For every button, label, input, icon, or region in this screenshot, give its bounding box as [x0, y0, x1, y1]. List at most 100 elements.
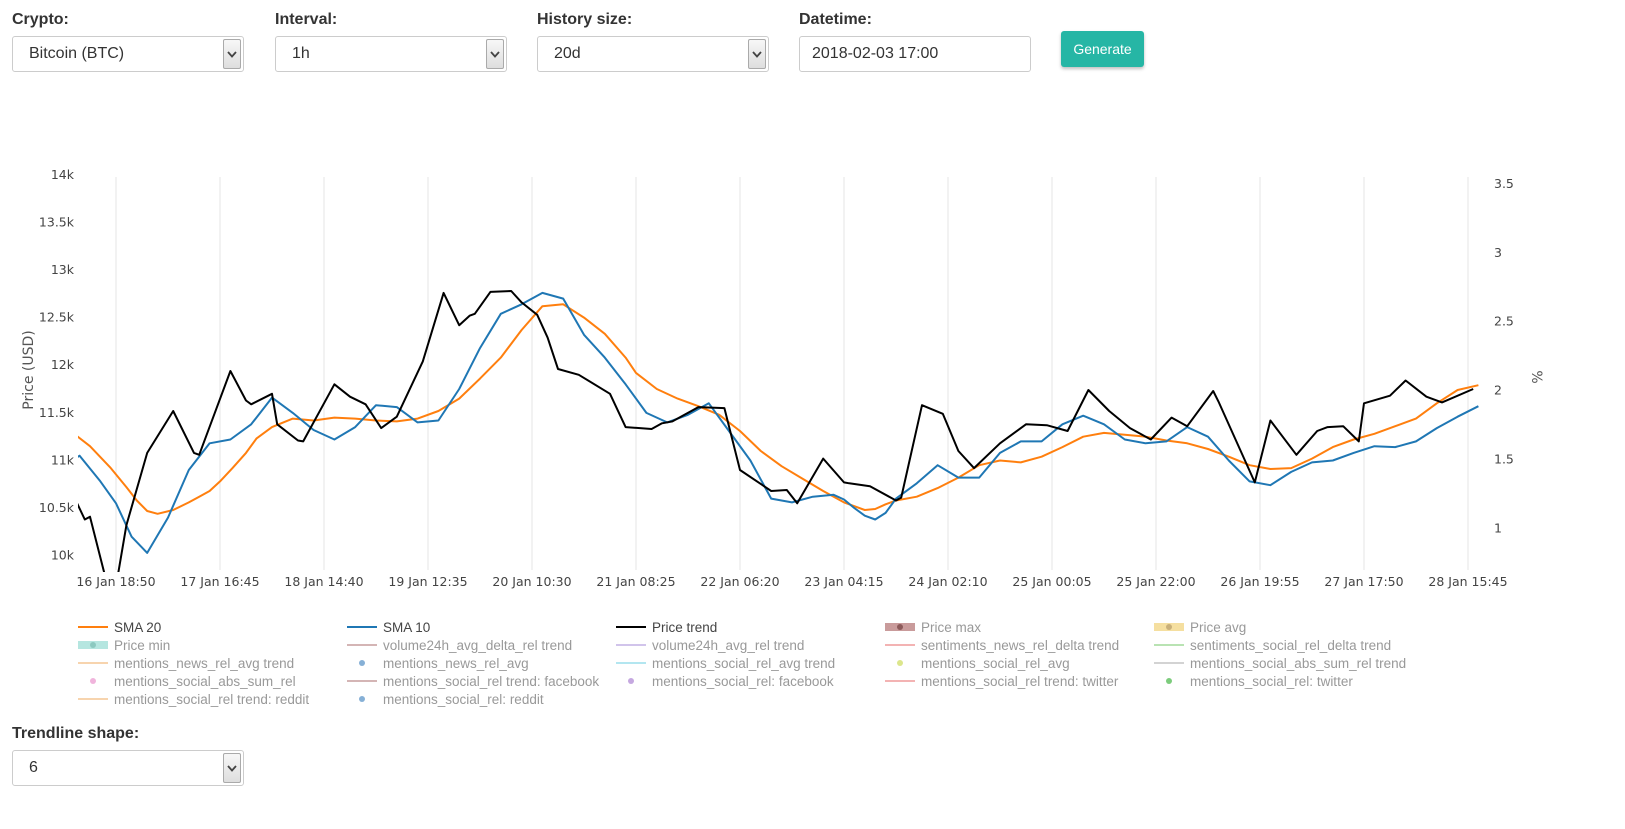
legend-item[interactable]: Price trend	[616, 618, 717, 636]
interval-control: Interval: 1h	[275, 10, 507, 72]
legend-label: mentions_news_rel_avg trend	[114, 655, 295, 671]
legend-swatch	[78, 672, 108, 690]
chevron-down-icon[interactable]	[223, 753, 241, 783]
interval-select[interactable]: 1h	[275, 36, 507, 72]
legend-label: SMA 20	[114, 619, 162, 635]
trendline-select[interactable]: 6	[12, 750, 244, 786]
price-trend-line[interactable]	[0, 290, 1474, 599]
legend-swatch	[885, 618, 915, 636]
legend-label: mentions_social_rel_avg	[921, 655, 1070, 671]
history-control: History size: 20d	[537, 10, 769, 72]
legend-swatch	[347, 672, 377, 690]
y2-tick-label: 2	[1494, 383, 1502, 398]
legend-label: mentions_social_rel_avg trend	[652, 655, 836, 671]
y2-axis-title: %	[1528, 370, 1544, 383]
legend-item[interactable]: Price avg	[1154, 618, 1246, 636]
x-tick-label: 20 Jan 10:30	[492, 574, 571, 589]
legend-item[interactable]: mentions_news_rel_avg trend	[78, 654, 294, 672]
history-label: History size:	[537, 11, 633, 28]
chevron-down-icon[interactable]	[748, 39, 766, 69]
legend-label: mentions_social_rel trend: facebook	[383, 673, 600, 689]
legend-item[interactable]: volume24h_avg_delta_rel trend	[347, 636, 572, 654]
price-chart[interactable]: 10k 10.5k 11k 11.5k 12k 12.5k 13k 13.5k 14k 1 1.5…	[0, 150, 1625, 610]
chevron-down-icon[interactable]	[486, 39, 504, 69]
generate-button[interactable]: Generate	[1061, 31, 1144, 67]
legend-label: sentiments_news_rel_delta trend	[921, 637, 1120, 653]
datetime-control: Datetime: 2018-02-03 17:00	[799, 10, 1031, 72]
legend-item[interactable]: sentiments_news_rel_delta trend	[885, 636, 1119, 654]
y2-tick-label: 2.5	[1494, 314, 1514, 329]
x-tick-label: 25 Jan 22:00	[1116, 574, 1195, 589]
interval-label: Interval:	[275, 11, 338, 28]
legend-label: mentions_social_rel trend: twitter	[921, 673, 1119, 689]
legend-label: mentions_social_abs_sum_rel trend	[1190, 655, 1407, 671]
x-tick-label: 27 Jan 17:50	[1324, 574, 1403, 589]
x-tick-label: 22 Jan 06:20	[700, 574, 779, 589]
legend-item[interactable]: sentiments_social_rel_delta trend	[1154, 636, 1391, 654]
legend-swatch	[1154, 618, 1184, 636]
legend-label: Price trend	[652, 619, 718, 635]
y-axis-title: Price (USD)	[21, 330, 37, 409]
legend-item[interactable]: mentions_social_rel trend: reddit	[78, 690, 309, 708]
legend-item[interactable]: Price min	[78, 636, 170, 654]
legend-item[interactable]: Price max	[885, 618, 981, 636]
x-tick-label: 26 Jan 19:55	[1220, 574, 1299, 589]
x-tick-label: 18 Jan 14:40	[284, 574, 363, 589]
history-select[interactable]: 20d	[537, 36, 769, 72]
legend-swatch	[78, 654, 108, 672]
x-tick-label: 23 Jan 04:15	[804, 574, 883, 589]
datetime-label: Datetime:	[799, 11, 872, 28]
y2-tick-label: 1	[1494, 521, 1502, 536]
legend-item[interactable]: SMA 20	[78, 618, 161, 636]
legend-item[interactable]: mentions_social_rel_avg trend	[616, 654, 835, 672]
legend-item[interactable]: mentions_social_rel: twitter	[1154, 672, 1353, 690]
legend-swatch	[1154, 636, 1184, 654]
legend-swatch	[347, 690, 377, 708]
legend-item[interactable]: mentions_social_rel trend: twitter	[885, 672, 1118, 690]
x-tick-label: 25 Jan 00:05	[1012, 574, 1091, 589]
legend-item[interactable]: mentions_social_rel_avg	[885, 654, 1070, 672]
legend-label: mentions_news_rel_avg	[383, 655, 529, 671]
legend-swatch	[616, 672, 646, 690]
legend-swatch	[78, 690, 108, 708]
legend-item[interactable]: mentions_news_rel_avg	[347, 654, 529, 672]
x-tick-label: 28 Jan 15:45	[1428, 574, 1507, 589]
legend-item[interactable]: mentions_social_abs_sum_rel	[78, 672, 296, 690]
y2-tick-label: 3.5	[1494, 176, 1514, 191]
legend-swatch	[78, 636, 108, 654]
legend-item[interactable]: mentions_social_rel trend: facebook	[347, 672, 599, 690]
legend-swatch	[78, 618, 108, 636]
interval-select-value: 1h	[292, 45, 310, 62]
legend-label: SMA 10	[383, 619, 431, 635]
crypto-select[interactable]: Bitcoin (BTC)	[12, 36, 244, 72]
series-layer	[0, 282, 1479, 599]
legend-item[interactable]: mentions_social_rel: reddit	[347, 690, 544, 708]
legend-swatch	[885, 672, 915, 690]
sma-10-line[interactable]	[0, 282, 1479, 554]
legend-label: mentions_social_rel: twitter	[1190, 673, 1353, 689]
crypto-select-value: Bitcoin (BTC)	[29, 45, 125, 62]
legend-swatch	[347, 654, 377, 672]
y-tick-label: 13.5k	[39, 214, 75, 229]
datetime-input[interactable]: 2018-02-03 17:00	[799, 36, 1031, 72]
legend-label: mentions_social_abs_sum_rel	[114, 673, 296, 689]
legend-swatch	[616, 636, 646, 654]
legend-item[interactable]: mentions_social_rel: facebook	[616, 672, 834, 690]
y-tick-label: 11k	[51, 452, 75, 467]
sma-20-line[interactable]	[0, 301, 1479, 515]
legend-item[interactable]: SMA 10	[347, 618, 430, 636]
legend-swatch	[1154, 654, 1184, 672]
trendline-select-value: 6	[29, 759, 38, 776]
x-tick-label: 21 Jan 08:25	[596, 574, 675, 589]
chevron-down-icon[interactable]	[223, 39, 241, 69]
legend-swatch	[616, 618, 646, 636]
legend-swatch	[616, 654, 646, 672]
legend-item[interactable]: mentions_social_abs_sum_rel trend	[1154, 654, 1406, 672]
legend-label: volume24h_avg_rel trend	[652, 637, 805, 653]
legend-item[interactable]: volume24h_avg_rel trend	[616, 636, 804, 654]
trendline-label: Trendline shape:	[12, 725, 140, 742]
legend-swatch	[1154, 672, 1184, 690]
x-tick-label: 16 Jan 18:50	[76, 574, 155, 589]
legend-swatch	[347, 636, 377, 654]
history-select-value: 20d	[554, 45, 581, 62]
